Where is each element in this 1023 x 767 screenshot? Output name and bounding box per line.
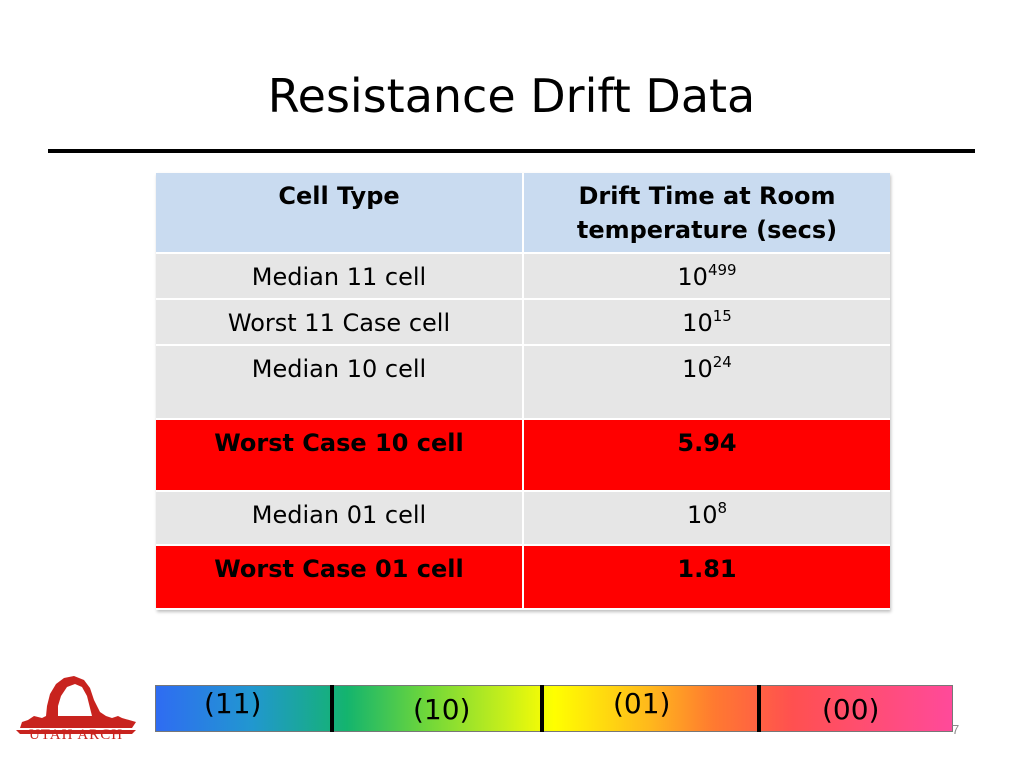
drift-base: 10 [682,309,713,337]
bar-divider [540,685,544,732]
slide-title: Resistance Drift Data [267,69,756,123]
state-gradient-bar [155,685,953,732]
state-label-01: (01) [613,687,671,720]
cell-type: Median 11 cell [156,253,524,300]
drift-exponent: 8 [717,499,728,517]
drift-base: 10 [677,263,708,291]
table-row: Median 10 cell 1024 [156,345,890,420]
header-cell-type: Cell Type [156,173,524,254]
cell-type: Median 01 cell [156,491,524,546]
state-label-00: (00) [822,693,880,726]
drift-time: 1.81 [523,545,890,610]
drift-time: 1024 [523,345,890,420]
drift-base: 10 [686,501,718,529]
cell-type: Median 10 cell [156,345,524,420]
header-drift-time: Drift Time at Room temperature (secs) [523,173,890,254]
drift-exponent: 499 [707,261,737,279]
drift-time: 5.94 [523,419,890,492]
bar-divider [757,685,761,732]
cell-type: Worst 11 Case cell [156,299,524,346]
logo-text: UTAH ARCH [28,727,124,743]
table-row: Median 01 cell 108 [156,491,890,546]
drift-exponent: 24 [712,353,732,371]
drift-table: Cell Type Drift Time at Room temperature… [156,173,890,610]
drift-time: 10499 [523,253,890,300]
table-header-row: Cell Type Drift Time at Room temperature… [156,173,890,254]
cell-type: Worst Case 10 cell [156,419,524,492]
drift-time: 108 [523,491,890,546]
page-number: 7 [952,722,960,737]
cell-type: Worst Case 01 cell [156,545,524,610]
state-label-11: (11) [204,687,262,720]
drift-base: 10 [682,355,713,383]
table-row: Worst 11 Case cell 1015 [156,299,890,346]
drift-exponent: 15 [712,307,732,325]
state-label-10: (10) [413,693,471,726]
table-row: Median 11 cell 10499 [156,253,890,300]
table-row-highlighted: Worst Case 01 cell 1.81 [156,545,890,610]
table-row-highlighted: Worst Case 10 cell 5.94 [156,419,890,492]
title-underline [48,149,975,153]
drift-time: 1015 [523,299,890,346]
bar-divider [330,685,334,732]
delicate-arch-icon [16,676,136,734]
